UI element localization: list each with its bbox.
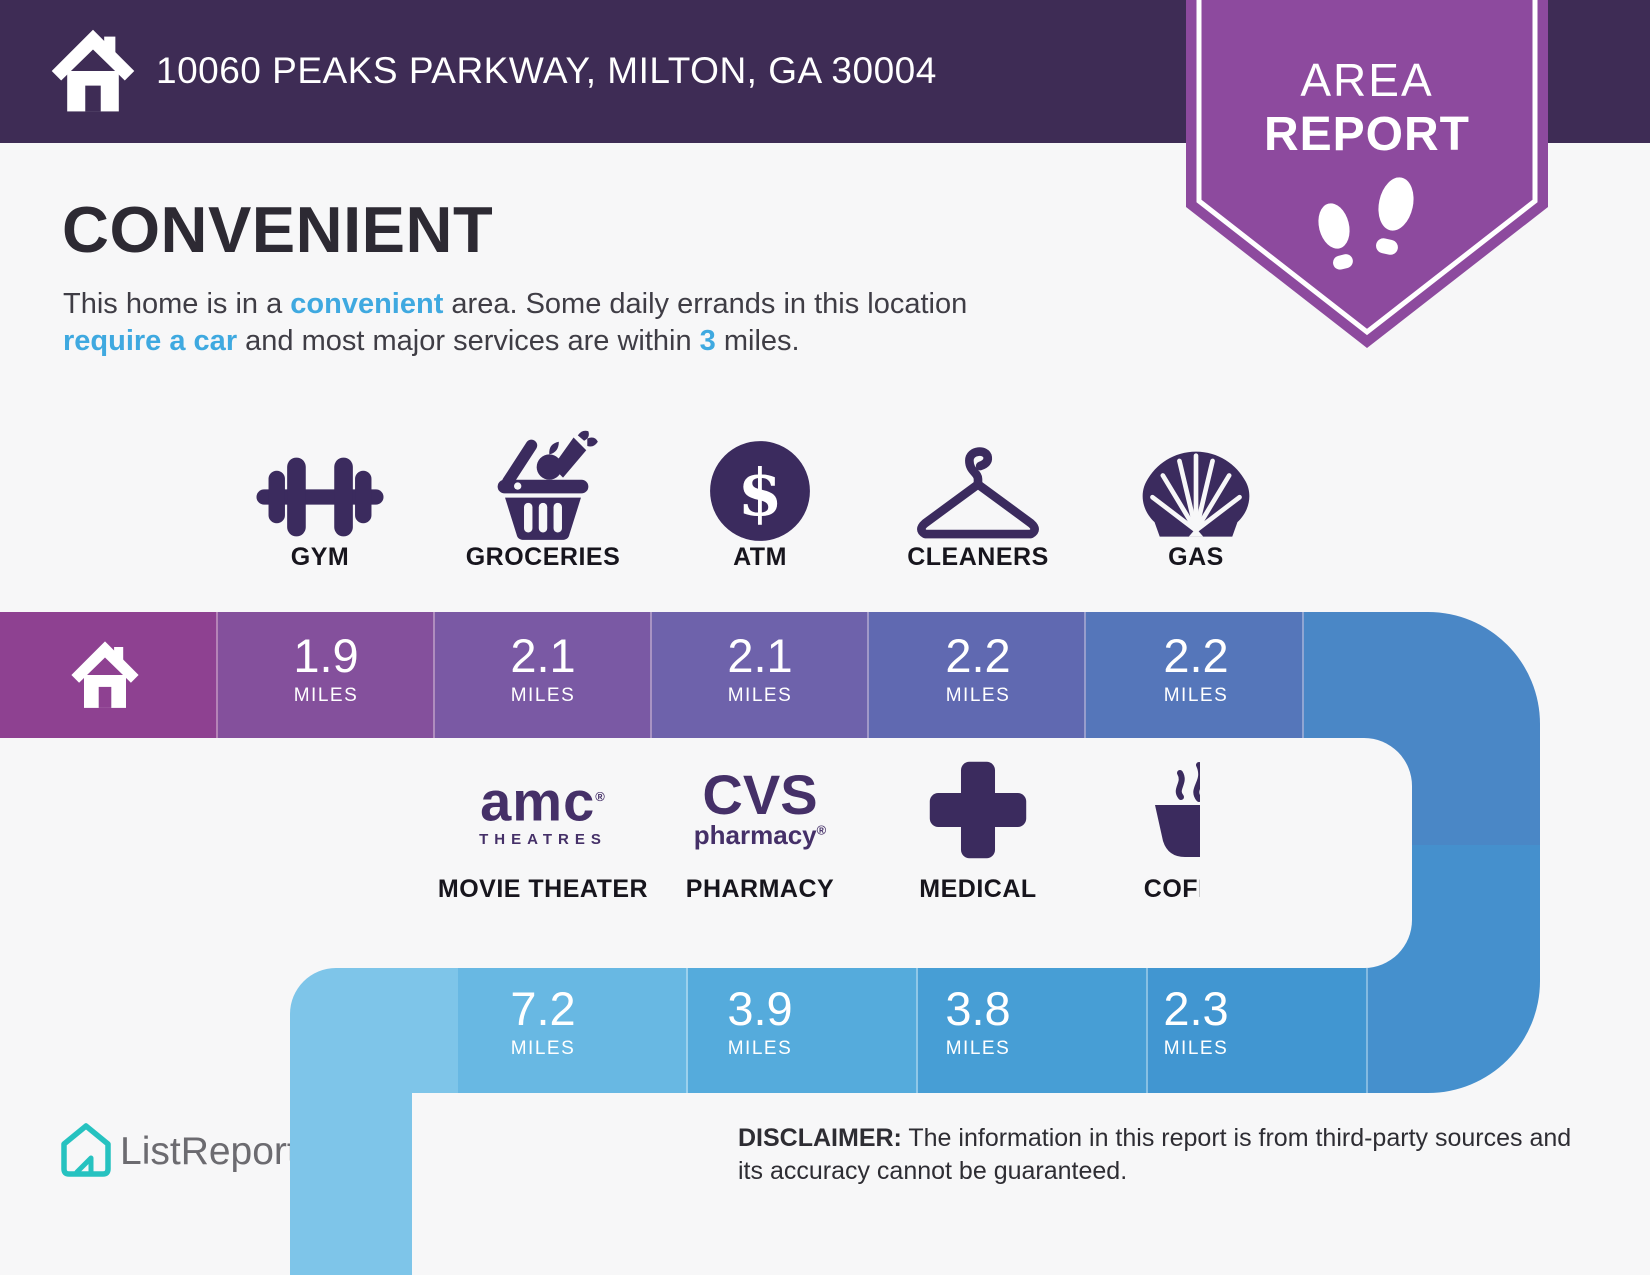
desc-text: This home is in a [63,288,291,320]
amenity-cleaners: CLEANERS [863,418,1093,572]
listreports-brand-name: ListReports [120,1130,318,1173]
band2-medical-segment [918,968,1148,1093]
desc-text: and most major services are within [237,325,700,357]
cvs-pharmacy-logo: CVS pharmacy® [693,762,827,850]
band2-pharmacy-segment [688,968,918,1093]
shell-icon [1142,451,1250,537]
dumbbell-icon [256,457,384,537]
distance-value: 2.2 [1163,629,1229,682]
band2-coffee-segment [1148,968,1368,1093]
band1-cleaners-segment [869,612,1086,738]
dollar-circle-icon: $ [710,441,810,541]
distance-unit: MILES [727,685,793,706]
band1-groceries-segment [435,612,652,738]
badge-line1: AREA [1300,54,1433,106]
band1-gas-segment [1086,612,1304,738]
amenity-label: GYM [290,543,350,571]
distance-unit: MILES [945,685,1011,706]
distance-value: 3.9 [727,982,793,1035]
amenity-movie-theater: amc® THEATRES MOVIE THEATER [428,745,658,904]
amenity-groceries: GROCERIES [428,418,658,572]
amenity-gym: GYM [205,418,435,572]
distance-unit: MILES [293,685,359,706]
desc-text: miles. [715,325,800,357]
distance-gym: 1.9 MILES [221,632,431,707]
distance-unit: MILES [1163,1038,1229,1059]
badge-line2: REPORT [1264,108,1470,161]
ribbon-bottom-tail [290,1092,412,1275]
distance-movie-theater: 7.2 MILES [438,985,648,1060]
desc-highlight-require-car: require a car [63,325,238,357]
svg-text:$: $ [738,455,783,531]
amenity-label: PHARMACY [685,875,835,903]
property-address: 10060 PEAKS PARKWAY, MILTON, GA 30004 [156,50,937,91]
intro-description: This home is in a convenient area. Some … [63,286,1053,360]
disclaimer: DISCLAIMER: The information in this repo… [738,1122,1588,1188]
desc-highlight-miles: 3 [699,325,716,357]
listreports-logo-icon [61,1123,111,1177]
distance-unit: MILES [945,1038,1011,1059]
amenity-medical: MEDICAL [863,745,1093,904]
amenity-label: GAS [1168,543,1224,571]
area-report-badge: AREA REPORT [1186,0,1548,348]
distance-value: 2.1 [510,629,576,682]
ribbon-left-turn [290,968,458,1093]
distance-value: 2.3 [1163,982,1229,1035]
distance-medical: 3.8 MILES [873,985,1083,1060]
band2-movie-segment [458,968,688,1093]
amenity-label: ATM [733,543,787,571]
distance-coffee: 2.3 MILES [1091,985,1301,1060]
disclaimer-text: The information in this report is from t… [738,1124,1572,1185]
desc-highlight-convenient: convenient [290,288,444,320]
distance-unit: MILES [727,1038,793,1059]
amenity-label: MOVIE THEATER [437,875,649,903]
amenity-atm: $ ATM [645,418,875,572]
distance-groceries: 2.1 MILES [438,632,648,707]
hanger-icon [917,447,1039,539]
distance-unit: MILES [510,1038,576,1059]
distance-value: 1.9 [293,629,359,682]
band1-gym-segment [218,612,435,738]
amenity-gas: GAS [1081,418,1311,572]
distance-gas: 2.2 MILES [1091,632,1301,707]
amc-theatres-logo: amc® THEATRES [479,769,607,848]
footprints-icon [1318,177,1414,270]
amenity-label: MEDICAL [919,875,1037,903]
medical-cross-icon [929,761,1027,859]
desc-text: area. Some daily errands in this locatio… [443,288,968,320]
distance-unit: MILES [510,685,576,706]
distance-atm: 2.1 MILES [655,632,865,707]
amenity-pharmacy: CVS pharmacy® PHARMACY [645,745,875,904]
band1-atm-segment [652,612,869,738]
distance-cleaners: 2.2 MILES [873,632,1083,707]
distance-unit: MILES [1163,685,1229,706]
home-icon [51,29,135,112]
amenity-label: CLEANERS [907,543,1049,571]
page-title: CONVENIENT [62,193,494,266]
home-icon [71,641,139,708]
distance-value: 2.2 [945,629,1011,682]
amenity-label: GROCERIES [465,543,621,571]
distance-value: 3.8 [945,982,1011,1035]
disclaimer-label: DISCLAIMER: [738,1124,902,1152]
ribbon-inner-notch-right [1200,738,1412,968]
distance-pharmacy: 3.9 MILES [655,985,865,1060]
ribbon-inner-notch-left [412,1093,522,1203]
distance-value: 2.1 [727,629,793,682]
distance-value: 7.2 [510,982,576,1035]
grocery-basket-icon [497,430,598,540]
